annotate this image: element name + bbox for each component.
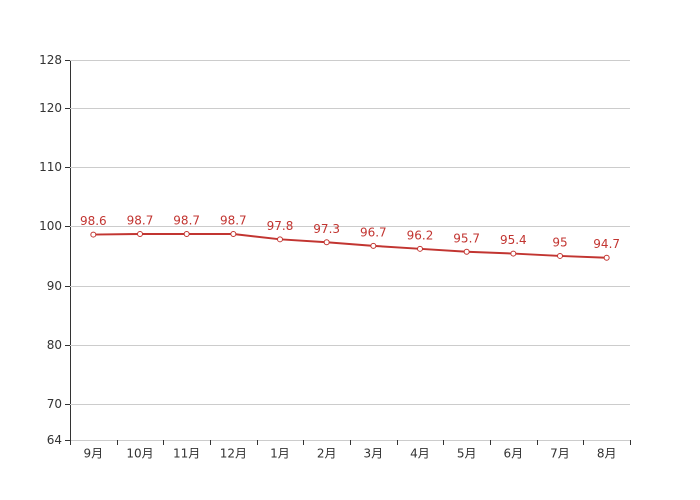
value-label: 98.7 — [173, 213, 200, 227]
value-label: 95.7 — [453, 231, 480, 245]
value-label: 96.2 — [407, 228, 434, 242]
value-label: 98.7 — [127, 213, 154, 227]
value-label: 95 — [552, 235, 567, 249]
value-label: 97.3 — [313, 222, 340, 236]
y-tick-label: 64 — [47, 433, 62, 447]
value-label: 94.7 — [593, 237, 620, 251]
y-tick-label: 100 — [39, 219, 62, 233]
y-tick-label: 80 — [47, 338, 62, 352]
point — [417, 245, 423, 252]
x-tick-label: 5月 — [457, 447, 477, 461]
x-tick-label: 4月 — [410, 447, 430, 461]
value-label: 98.7 — [220, 213, 247, 227]
point — [277, 236, 283, 243]
point — [510, 250, 517, 257]
y-tick-label: 110 — [39, 160, 62, 174]
y-tick-label: 120 — [39, 101, 62, 115]
point — [323, 239, 330, 246]
x-tick-label: 3月 — [364, 447, 384, 461]
value-label: 98.6 — [80, 214, 107, 228]
value-label: 95.4 — [500, 233, 527, 247]
x-tick-label: 10月 — [126, 447, 153, 461]
x-tick-label: 12月 — [220, 447, 247, 461]
point — [183, 230, 190, 237]
point — [463, 248, 470, 255]
y-tick-label: 128 — [39, 53, 62, 67]
point — [230, 230, 237, 237]
x-tick-label: 1月 — [270, 447, 290, 461]
x-tick-label: 11月 — [173, 447, 200, 461]
point — [90, 231, 97, 238]
x-tick-label: 8月 — [597, 447, 617, 461]
x-tick-label: 9月 — [84, 447, 104, 461]
point — [557, 252, 563, 259]
x-tick-label: 7月 — [550, 447, 570, 461]
y-tick-label: 70 — [47, 397, 62, 411]
x-tick-label: 2月 — [317, 447, 337, 461]
value-label: 96.7 — [360, 225, 387, 239]
y-tick-label: 90 — [47, 279, 62, 293]
point — [603, 254, 610, 261]
value-label: 97.8 — [267, 219, 294, 233]
point — [370, 242, 377, 249]
point — [137, 230, 143, 237]
x-tick-label: 6月 — [504, 447, 524, 461]
series-line — [93, 232, 607, 259]
